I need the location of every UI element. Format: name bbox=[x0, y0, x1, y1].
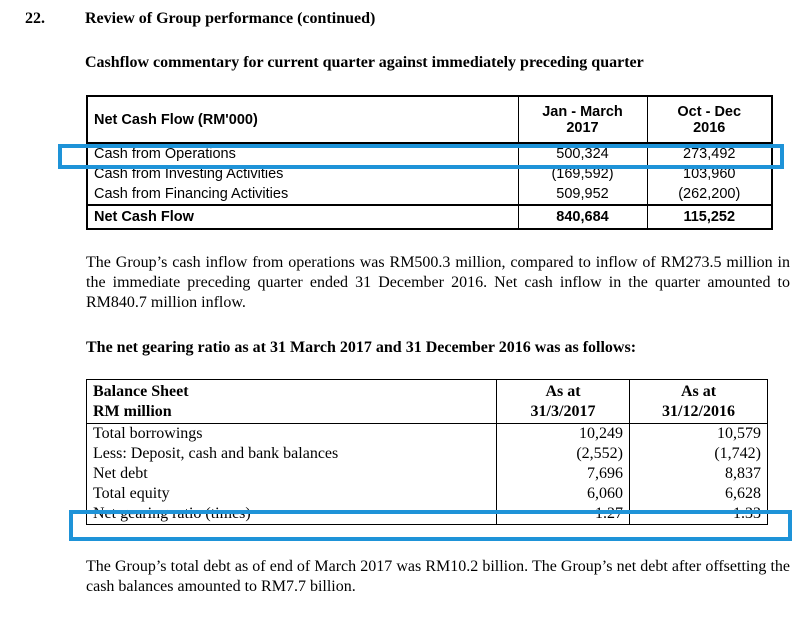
section-number: 22. bbox=[25, 10, 45, 27]
gearing-commentary: The Group’s total debt as of end of Marc… bbox=[86, 558, 790, 595]
cashflow-header-col2-period: Oct - Dec bbox=[677, 103, 742, 120]
row-label: Cash from Financing Activities bbox=[86, 184, 519, 205]
header-col1-date: 31/3/2017 bbox=[530, 403, 596, 420]
balance-sheet-unit: RM million bbox=[93, 403, 172, 420]
row-value-current: 7,696 bbox=[496, 464, 630, 484]
highlight-box-gearing-ratio bbox=[69, 510, 792, 541]
cashflow-table: Net Cash Flow (RM'000) Jan - March 2017 … bbox=[86, 95, 773, 230]
row-value-current: (169,592) bbox=[517, 164, 648, 184]
row-value-current: (2,552) bbox=[496, 444, 630, 464]
row-label: Cash from Investing Activities bbox=[86, 164, 519, 184]
total-value-current: 840,684 bbox=[517, 204, 648, 230]
cashflow-header-label: Net Cash Flow (RM'000) bbox=[86, 95, 519, 144]
row-value-current: 1.27 bbox=[496, 504, 630, 525]
table-row: Cash from Financing Activities 509,952 (… bbox=[86, 184, 773, 205]
cashflow-header-col1: Jan - March 2017 bbox=[517, 95, 648, 144]
balance-sheet-header: Balance Sheet RM million As at 31/3/2017… bbox=[86, 379, 768, 424]
row-value-current: 6,060 bbox=[496, 484, 630, 504]
row-value-previous: 8,837 bbox=[629, 464, 768, 484]
cashflow-heading: Cashflow commentary for current quarter … bbox=[85, 54, 644, 71]
balance-sheet-title: Balance Sheet bbox=[93, 383, 189, 400]
row-label: Cash from Operations bbox=[86, 143, 519, 164]
cashflow-header-col2: Oct - Dec 2016 bbox=[646, 95, 773, 144]
cashflow-header-col1-year: 2017 bbox=[566, 119, 599, 136]
table-row: Less: Deposit, cash and bank balances (2… bbox=[86, 444, 768, 464]
row-label: Net debt bbox=[86, 464, 497, 484]
balance-sheet-header-col2: As at 31/12/2016 bbox=[629, 379, 768, 424]
row-value-current: 10,249 bbox=[496, 423, 630, 444]
balance-sheet-header-col1: As at 31/3/2017 bbox=[496, 379, 630, 424]
gearing-heading: The net gearing ratio as at 31 March 201… bbox=[86, 339, 637, 356]
cashflow-total-row: Net Cash Flow 840,684 115,252 bbox=[86, 204, 773, 230]
cashflow-header-col1-period: Jan - March bbox=[542, 103, 623, 120]
total-value-previous: 115,252 bbox=[646, 204, 773, 230]
header-col2-line1: As at bbox=[680, 383, 717, 400]
header-col2-date: 31/12/2016 bbox=[662, 403, 735, 420]
table-row: Net gearing ratio (times) 1.27 1.33 bbox=[86, 504, 768, 525]
section-title: Review of Group performance (continued) bbox=[85, 10, 376, 27]
highlight-box-operations bbox=[58, 144, 784, 169]
cashflow-commentary: The Group’s cash inflow from operations … bbox=[86, 254, 790, 311]
row-value-current: 500,324 bbox=[517, 143, 648, 164]
table-row: Cash from Operations 500,324 273,492 bbox=[86, 143, 773, 164]
cashflow-table-header: Net Cash Flow (RM'000) Jan - March 2017 … bbox=[86, 95, 773, 144]
balance-sheet-table: Balance Sheet RM million As at 31/3/2017… bbox=[86, 379, 768, 525]
total-label: Net Cash Flow bbox=[86, 204, 519, 230]
row-label: Less: Deposit, cash and bank balances bbox=[86, 444, 497, 464]
row-value-previous: (262,200) bbox=[646, 184, 773, 205]
row-value-previous: 10,579 bbox=[629, 423, 768, 444]
row-value-previous: 273,492 bbox=[646, 143, 773, 164]
row-value-previous: (1,742) bbox=[629, 444, 768, 464]
header-col1-line1: As at bbox=[545, 383, 581, 400]
table-row: Total equity 6,060 6,628 bbox=[86, 484, 768, 504]
cashflow-header-col2-year: 2016 bbox=[693, 119, 726, 136]
table-row: Cash from Investing Activities (169,592)… bbox=[86, 164, 773, 184]
table-row: Total borrowings 10,249 10,579 bbox=[86, 423, 768, 444]
row-value-previous: 6,628 bbox=[629, 484, 768, 504]
row-value-previous: 103,960 bbox=[646, 164, 773, 184]
balance-sheet-header-label: Balance Sheet RM million bbox=[86, 379, 497, 424]
row-label: Total equity bbox=[86, 484, 497, 504]
table-row: Net debt 7,696 8,837 bbox=[86, 464, 768, 484]
row-value-current: 509,952 bbox=[517, 184, 648, 205]
row-label: Total borrowings bbox=[86, 423, 497, 444]
